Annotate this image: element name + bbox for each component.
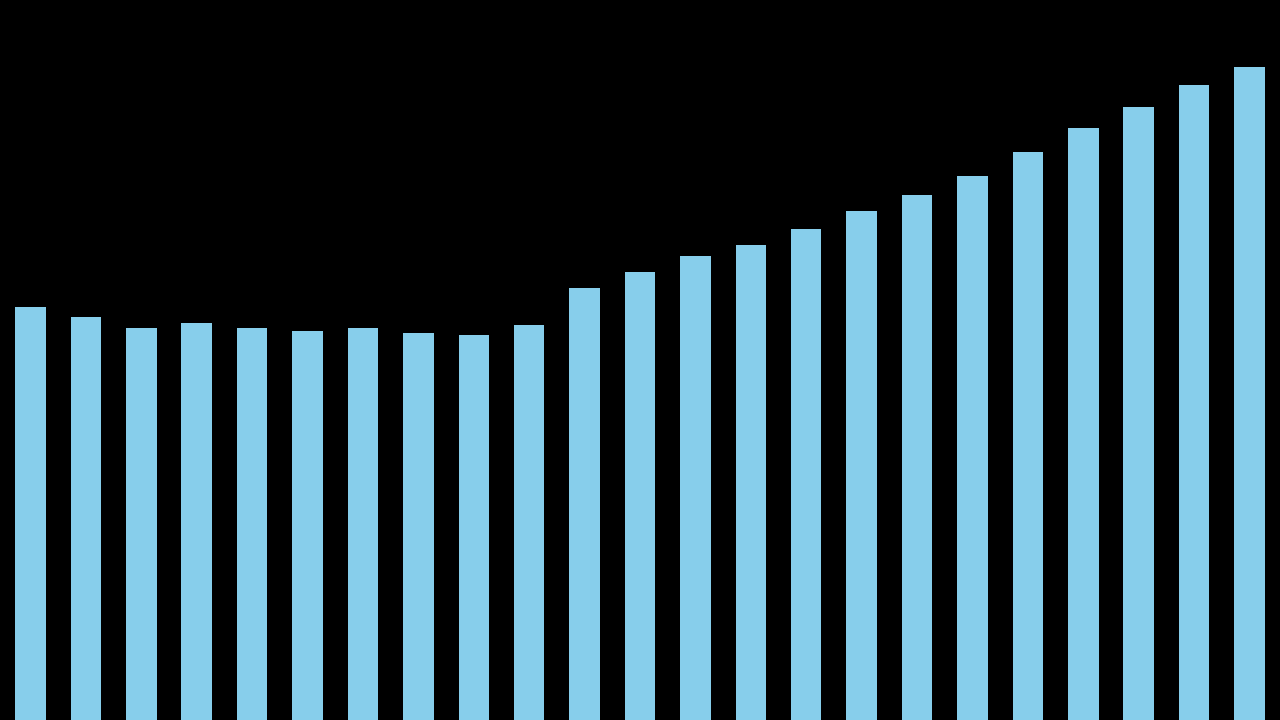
Bar bbox=[458, 335, 489, 720]
Bar bbox=[570, 288, 600, 720]
Bar bbox=[125, 328, 156, 720]
Bar bbox=[1179, 86, 1210, 720]
Bar bbox=[846, 211, 877, 720]
Bar bbox=[403, 333, 434, 720]
Bar bbox=[237, 328, 268, 720]
Bar bbox=[625, 272, 655, 720]
Bar bbox=[902, 194, 932, 720]
Bar bbox=[182, 323, 212, 720]
Bar bbox=[1012, 152, 1043, 720]
Bar bbox=[736, 246, 765, 720]
Bar bbox=[348, 328, 378, 720]
Bar bbox=[1234, 67, 1265, 720]
Bar bbox=[791, 230, 822, 720]
Bar bbox=[957, 176, 988, 720]
Bar bbox=[1124, 107, 1155, 720]
Bar bbox=[15, 307, 46, 720]
Bar bbox=[1068, 128, 1098, 720]
Bar bbox=[680, 256, 710, 720]
Bar bbox=[292, 330, 323, 720]
Bar bbox=[70, 318, 101, 720]
Bar bbox=[515, 325, 544, 720]
